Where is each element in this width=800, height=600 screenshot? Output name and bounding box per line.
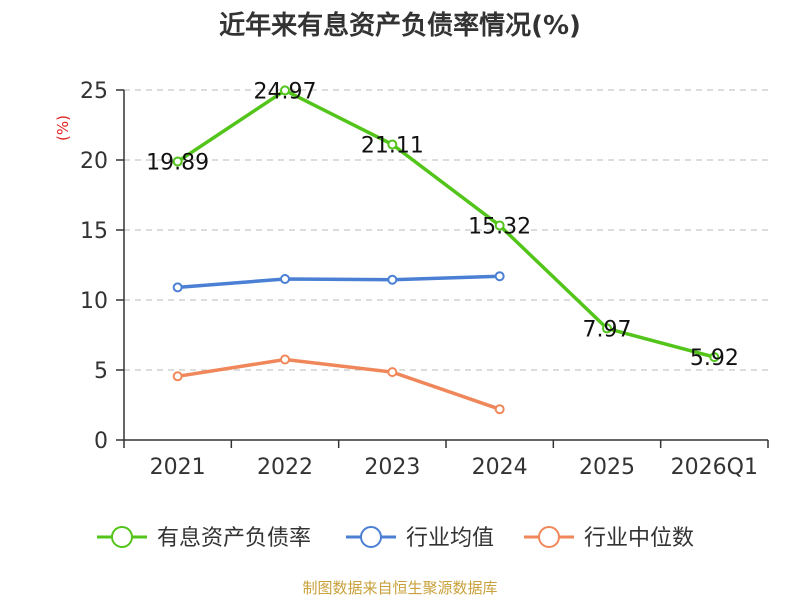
x-tick-label: 2026Q1 xyxy=(671,455,758,480)
data-point xyxy=(387,139,398,150)
data-label: 21.11 xyxy=(361,133,424,158)
x-tick-label: 2024 xyxy=(472,455,528,480)
data-point xyxy=(280,354,290,365)
grid-lines xyxy=(124,89,768,371)
data-label: 15.32 xyxy=(468,215,531,240)
data-point xyxy=(494,271,505,282)
chart-title: 近年来有息资产负债率情况(%) xyxy=(219,10,581,41)
legend-swatch-marker xyxy=(538,526,560,548)
legend-label: 行业均值 xyxy=(406,526,494,551)
series-line xyxy=(176,88,715,359)
data-label: 24.97 xyxy=(254,79,317,104)
x-tick-label: 2022 xyxy=(257,455,313,480)
data-point xyxy=(172,156,183,167)
legend-swatch-marker xyxy=(111,526,133,548)
y-tick-label: 5 xyxy=(94,359,108,384)
y-tick-label: 25 xyxy=(80,79,108,104)
source-note: 制图数据来自恒生聚源数据库 xyxy=(302,579,497,597)
y-axis-label: (%) xyxy=(54,115,72,141)
data-point xyxy=(280,274,290,284)
series-line xyxy=(177,274,500,290)
y-tick-label: 15 xyxy=(80,219,108,244)
data-point xyxy=(280,85,290,96)
series-line xyxy=(177,357,501,411)
y-tick-label: 10 xyxy=(80,289,108,314)
data-point xyxy=(172,282,183,293)
x-tick-label: 2023 xyxy=(364,455,420,480)
y-tick-label: 20 xyxy=(80,149,108,174)
data-point xyxy=(494,220,505,231)
y-tick-label: 0 xyxy=(94,429,108,454)
data-point xyxy=(709,352,720,363)
series xyxy=(172,85,720,415)
data-point xyxy=(494,404,505,415)
data-point xyxy=(387,274,398,285)
legend-swatch-marker xyxy=(360,526,382,548)
data-point xyxy=(602,323,612,334)
data-label: 5.92 xyxy=(690,346,739,371)
x-tick-label: 2021 xyxy=(150,455,206,480)
data-label: 7.97 xyxy=(583,317,632,342)
x-tick-label: 2025 xyxy=(579,455,635,480)
data-point xyxy=(172,371,183,382)
legend[interactable]: 有息资产负债率 行业均值 行业中位数 xyxy=(97,526,694,551)
data-labels: 19.89 24.97 21.11 15.32 7.97 5.92 xyxy=(146,79,739,371)
data-point xyxy=(387,367,398,378)
legend-label: 行业中位数 xyxy=(584,526,694,551)
legend-label: 有息资产负债率 xyxy=(157,526,311,551)
data-label: 19.89 xyxy=(146,151,209,176)
